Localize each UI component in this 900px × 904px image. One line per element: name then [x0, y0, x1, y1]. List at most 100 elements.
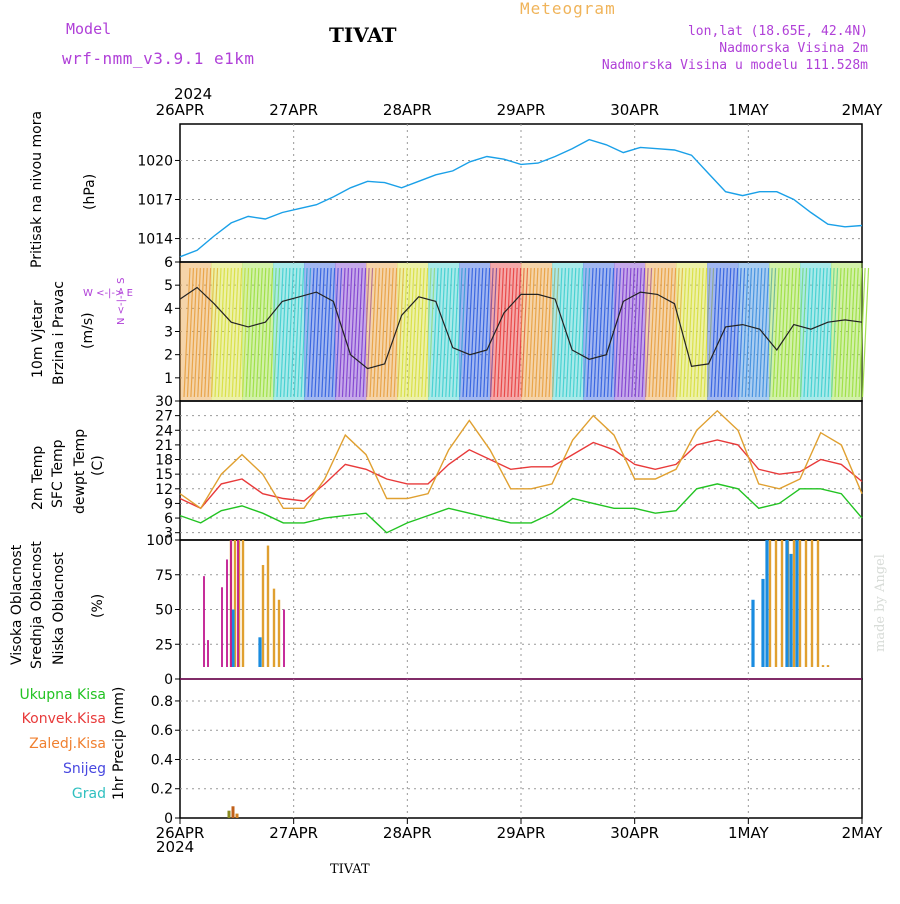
cloud-mid-bar [266, 545, 270, 667]
x-tick-label-top: 26APR [156, 101, 205, 119]
precip-bar [231, 806, 235, 818]
wind-barb-mark [617, 267, 625, 398]
cloud-high-bar [761, 578, 765, 667]
wind-barb-mark [486, 267, 494, 398]
wind-barb-mark [293, 267, 301, 398]
wind-barb-mark [379, 267, 387, 398]
wind-barb-mark [665, 267, 673, 398]
wind-barb-mark [328, 267, 336, 398]
cloud-high-bar [785, 540, 789, 667]
wind-barb-mark [303, 267, 312, 398]
wind-barb-mark [483, 267, 491, 398]
wind-barb-mark [472, 267, 480, 398]
y-tick-label: 1020 [137, 153, 173, 169]
cloud-low-bar [221, 587, 223, 667]
wind-barb-mark [658, 267, 666, 398]
wind-barb-mark [255, 267, 263, 398]
meteogram-label: Meteogram [520, 0, 616, 18]
x-tick-label-bottom: 26APR [156, 824, 205, 842]
cloud-name-label-2: Srednja Oblacnost [29, 541, 45, 669]
wind-barb-mark [455, 267, 463, 398]
wind-barb-mark [321, 267, 329, 398]
wind-barb-mark [803, 267, 811, 398]
x-tick-label-top: 29APR [497, 101, 546, 119]
cloud-low-bar [226, 559, 228, 667]
precip-axis-label: 1hr Precip (mm) [111, 686, 127, 800]
wind-barb-mark [655, 267, 663, 398]
wind-barb-mark [706, 267, 715, 398]
cloud-mid-bar [241, 540, 245, 667]
y-tick-label: 24 [155, 423, 173, 439]
wind-barb-mark [600, 267, 608, 398]
cloud-low-bar [230, 540, 232, 667]
panel-frame-pressure [179, 123, 863, 263]
wind-barb-mark [427, 267, 436, 398]
precip-legend-total: Ukupna Kisa [19, 687, 106, 703]
credit-watermark: made by Angel [873, 554, 888, 652]
page-title: TIVAT [329, 23, 397, 47]
y-tick-label: 0.4 [151, 752, 173, 768]
wind-barb-mark [682, 267, 691, 398]
wind-barb-mark [806, 267, 815, 398]
y-tick-label: 6 [164, 255, 173, 271]
y-tick-label: 5 [164, 278, 173, 294]
wind-barb-mark [789, 267, 797, 398]
wind-barb-mark [462, 267, 470, 398]
wind-barb-mark [496, 267, 505, 398]
wind-barb-mark [507, 267, 515, 398]
wind-barb-mark [824, 267, 832, 398]
wind-barb-mark [727, 267, 735, 398]
wind-barb-mark [620, 267, 629, 398]
wind-barb-mark [393, 267, 401, 398]
cloud-mid-bar [798, 540, 802, 667]
wind-barb-mark [458, 267, 467, 398]
wind-barb-mark [245, 267, 253, 398]
wind-speed-series-line [179, 286, 863, 370]
wind-barb-mark [541, 267, 549, 398]
year-top: 2024 [174, 85, 213, 103]
cloud-mid-bar [810, 540, 814, 667]
y-tick-label: 0 [164, 811, 173, 827]
wind-barb-mark [445, 267, 453, 398]
wind-barb-mark [345, 267, 353, 398]
wind-barb-mark [796, 267, 804, 398]
y-tick-label: 9 [164, 496, 173, 512]
wind-name-label-2: Brzina i Pravac [51, 281, 67, 385]
wind-barb-mark [810, 267, 818, 398]
cloud-high-bar [258, 637, 262, 667]
wind-barb-mark [772, 267, 780, 398]
wind-barb-mark [720, 267, 728, 398]
wind-barb-mark [569, 267, 577, 398]
pressure-unit-label: (hPa) [82, 173, 98, 210]
wind-barb-mark [300, 267, 308, 398]
wind-barb-mark [741, 267, 749, 398]
wind-barb-mark [641, 267, 649, 398]
wind-barb-mark [848, 267, 856, 398]
cloud-name-label-1: Visoka Oblacnost [9, 544, 25, 665]
wind-barb-mark [551, 267, 560, 398]
wind-barb-mark [235, 267, 243, 398]
wind-barb-mark [710, 267, 718, 398]
wind-barb-mark [576, 267, 584, 398]
wind-barb-mark [283, 267, 291, 398]
x-tick-label-top: 1MAY [728, 101, 770, 119]
wind-barb-mark [204, 267, 212, 398]
wind-barb-mark [266, 267, 274, 398]
precip-legend-snow: Snijeg [62, 761, 106, 777]
cloud-high-bar [789, 553, 793, 667]
x-tick-label-bottom: 1MAY [728, 824, 770, 842]
y-tick-label: 50 [155, 603, 173, 619]
wind-barb-mark [252, 267, 260, 398]
wind-barb-mark [396, 267, 405, 398]
wind-barb-mark [259, 267, 267, 398]
wind-barb-mark [503, 267, 511, 398]
cloud-high-bar [231, 609, 235, 667]
wind-barb-mark [675, 267, 684, 398]
wind-barb-mark [686, 267, 694, 398]
wind-barb-mark [210, 267, 219, 398]
cloud-low-bar [203, 576, 205, 667]
wind-barb-mark [348, 267, 356, 398]
cloud-high-bar [751, 599, 755, 667]
y-tick-label: 0.6 [151, 723, 173, 739]
wind-barb-mark [586, 267, 594, 398]
